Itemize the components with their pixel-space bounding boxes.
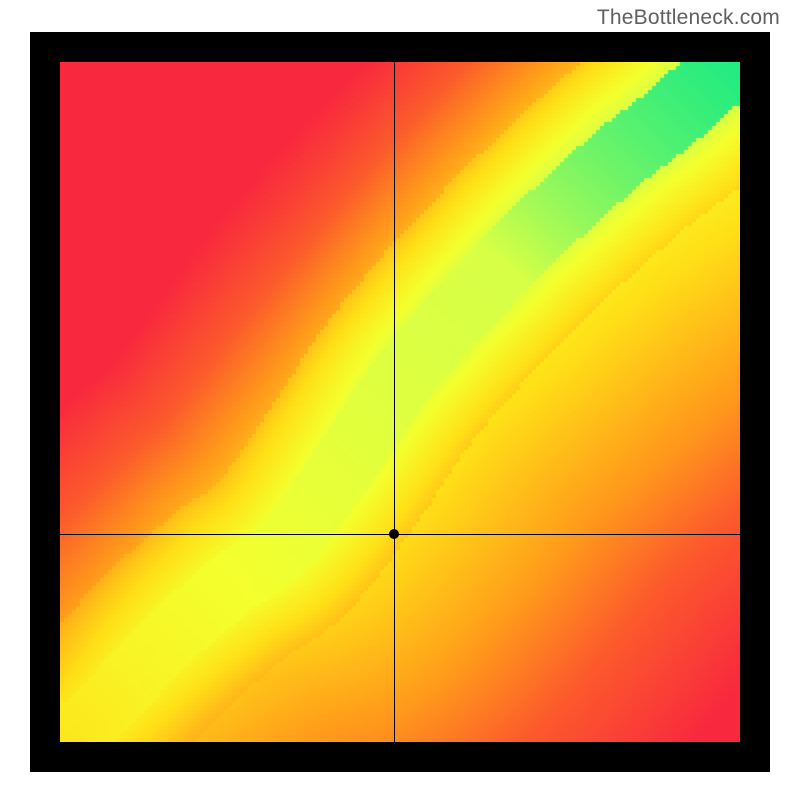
plot-area [30,32,770,772]
chart-container: TheBottleneck.com [0,0,800,800]
heatmap-canvas [60,62,740,742]
watermark-text: TheBottleneck.com [597,6,780,30]
